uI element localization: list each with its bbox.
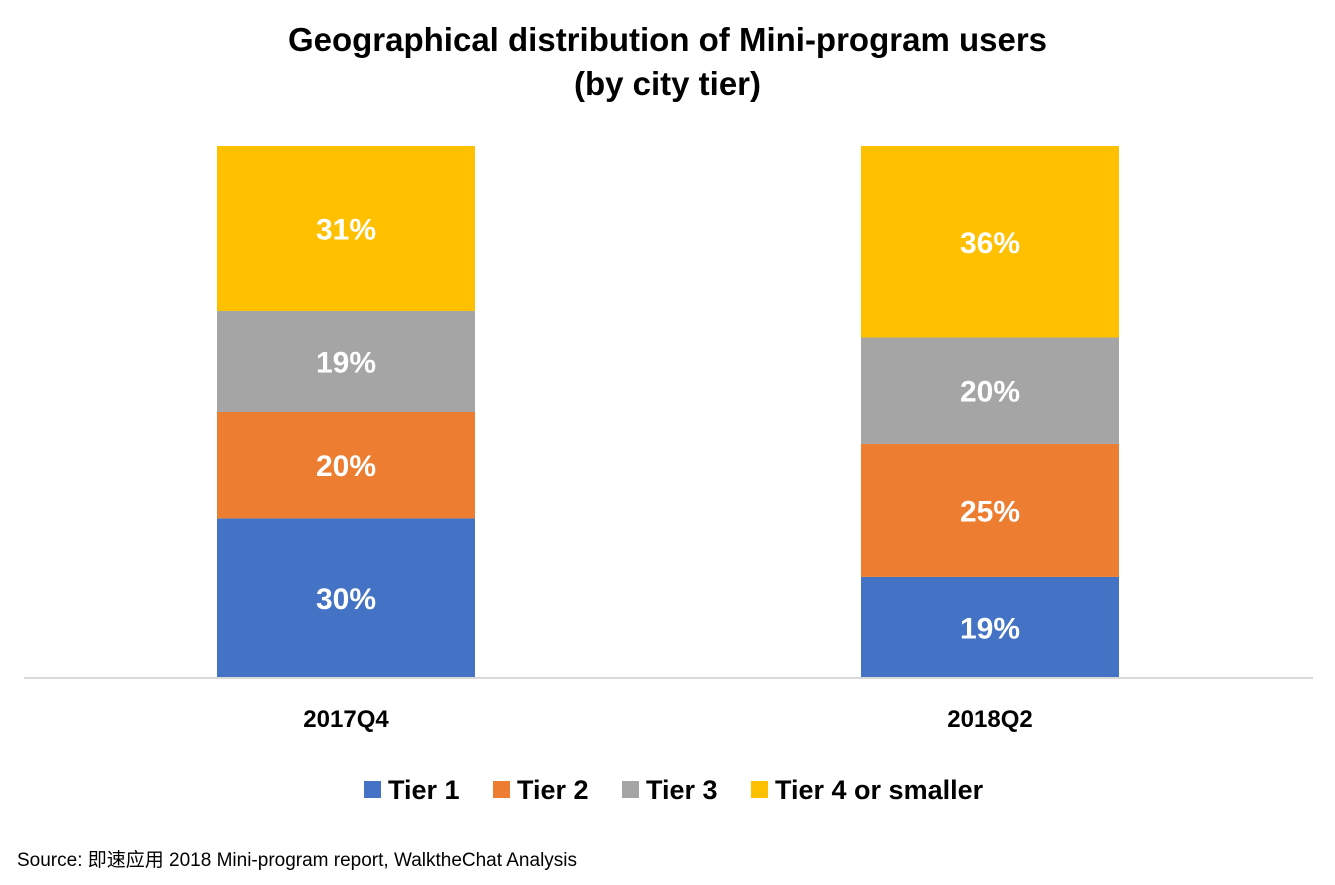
x-tick-label: 2017Q4 xyxy=(303,706,389,733)
data-label-2017Q4-tier-1: 30% xyxy=(316,583,376,616)
data-label-2018Q2-tier-3: 20% xyxy=(960,376,1020,409)
data-label-2017Q4-tier-4: 31% xyxy=(316,213,376,246)
legend-label-tier-4: Tier 4 or smaller xyxy=(775,775,984,805)
bar-segment-2017Q4-tier-3 xyxy=(217,310,475,412)
x-tick-label: 2018Q2 xyxy=(947,706,1032,733)
chart-title-block: Geographical distribution of Mini-progra… xyxy=(0,18,1335,106)
bar-segment-2017Q4-tier-2 xyxy=(217,412,475,519)
legend-label-tier-3: Tier 3 xyxy=(646,775,718,805)
chart-title: Geographical distribution of Mini-progra… xyxy=(287,21,1048,58)
data-label-2018Q2-tier-1: 19% xyxy=(960,612,1020,645)
data-label-2017Q4-tier-2: 20% xyxy=(316,450,376,483)
legend-label-tier-1: Tier 1 xyxy=(388,775,460,805)
legend-swatch-tier-4 xyxy=(751,781,768,798)
data-label-2018Q2-tier-4: 36% xyxy=(960,227,1020,260)
legend-swatch-tier-2 xyxy=(493,781,510,798)
chart-subtitle: (by city tier) xyxy=(573,65,762,102)
legend: Tier 1 Tier 2 Tier 3 Tier 4 or smaller xyxy=(364,775,984,805)
data-label-2017Q4-tier-3: 19% xyxy=(316,346,376,379)
bar-segment-2018Q2-tier-3 xyxy=(861,337,1119,444)
legend-swatch-tier-3 xyxy=(622,781,639,798)
bars-layer: 30% 20% 19% 31% 19% 25% 20% 36% xyxy=(217,146,1119,678)
legend-label-tier-2: Tier 2 xyxy=(517,775,589,805)
bar-segment-2018Q2-tier-4 xyxy=(861,146,1119,338)
source-note: Source: 即速应用 2018 Mini-program report, W… xyxy=(17,850,578,871)
category-labels: 2017Q4 2018Q2 xyxy=(303,706,1032,733)
bar-segment-2018Q2-tier-2 xyxy=(861,443,1119,577)
data-label-2018Q2-tier-2: 25% xyxy=(960,495,1020,528)
bar-segment-2017Q4-tier-1 xyxy=(217,518,475,678)
bar-segment-2017Q4-tier-4 xyxy=(217,146,475,311)
legend-swatch-tier-1 xyxy=(364,781,381,798)
bar-segment-2018Q2-tier-1 xyxy=(861,576,1119,678)
